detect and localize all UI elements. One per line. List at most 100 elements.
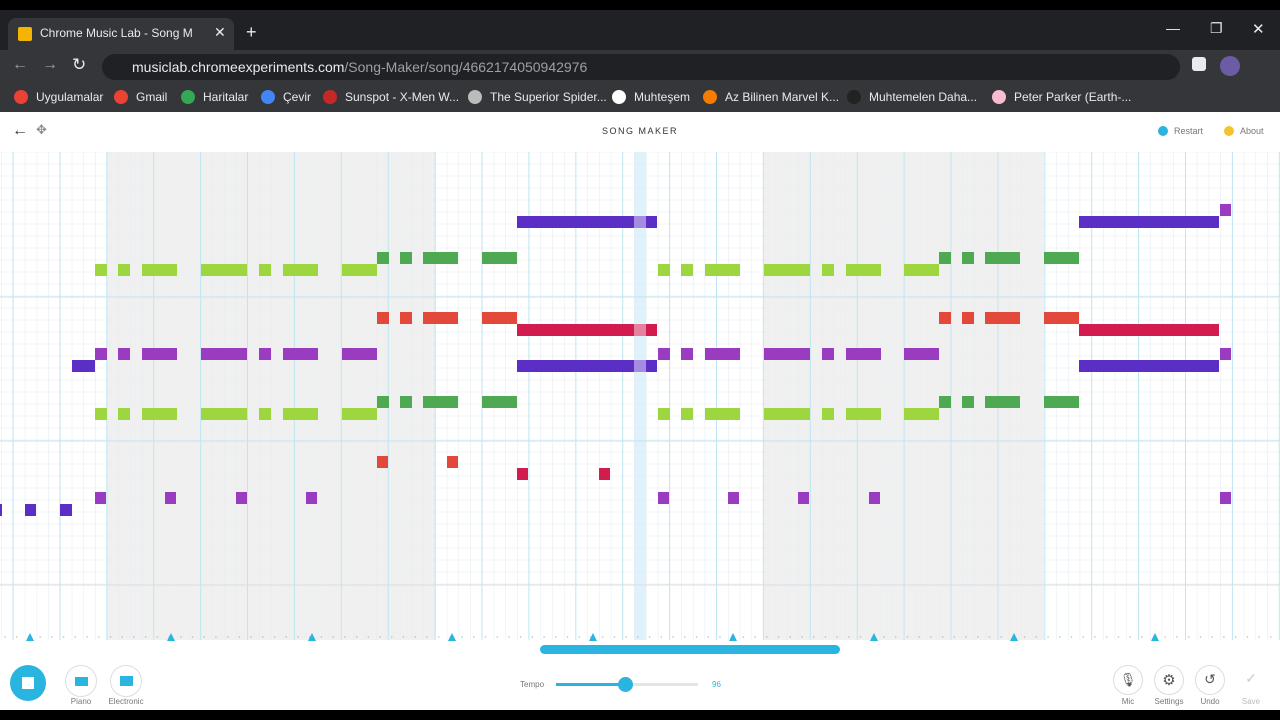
perc-dot	[566, 636, 569, 638]
electronic-button[interactable]	[110, 665, 142, 697]
perc-triangle	[448, 633, 456, 641]
forward[interactable]: →	[42, 56, 58, 73]
minimize[interactable]: —	[1166, 20, 1180, 36]
about[interactable]: About	[1240, 126, 1264, 136]
note	[705, 348, 740, 360]
note	[201, 408, 247, 420]
note	[1079, 360, 1219, 372]
note	[517, 216, 657, 228]
note	[1220, 492, 1231, 504]
perc-dot	[1059, 636, 1061, 638]
perc-dot	[531, 636, 534, 638]
perc-dot	[1246, 636, 1249, 638]
new-tab[interactable]: +	[246, 22, 257, 42]
bookmark[interactable]: Haritalar	[203, 90, 249, 104]
note	[259, 408, 271, 420]
address-bar: ← → ↻ musiclab.chromeexperiments.com/Son…	[0, 50, 1280, 82]
restart-icon	[1158, 126, 1168, 136]
omnibox[interactable]: musiclab.chromeexperiments.com/Song-Make…	[102, 54, 1180, 80]
note	[822, 348, 834, 360]
bookmark[interactable]: Uygulamalar	[36, 90, 104, 104]
note	[201, 264, 247, 276]
bookmark-icon	[261, 90, 275, 104]
note	[142, 348, 177, 360]
note	[517, 468, 528, 480]
perc-dot	[719, 636, 721, 638]
perc-dot	[473, 636, 475, 638]
bookmark[interactable]: Peter Parker (Earth-...	[1014, 90, 1132, 104]
perc-dot	[437, 636, 440, 638]
perc-dot	[883, 636, 885, 638]
perc-dot	[1094, 636, 1096, 638]
bookmark[interactable]: Sunspot - X-Men W...	[345, 90, 460, 104]
undo-button[interactable]: ↺	[1195, 665, 1225, 695]
perc-dot	[695, 636, 698, 638]
close[interactable]: ✕	[1252, 21, 1265, 38]
bookmark[interactable]: Çevir	[283, 90, 312, 104]
move-icon[interactable]: ✥	[36, 122, 47, 137]
note	[846, 408, 881, 420]
profile[interactable]	[1220, 56, 1240, 76]
note	[1079, 324, 1219, 336]
tempo-label: Tempo	[520, 680, 545, 689]
maximize[interactable]: ❐	[1210, 20, 1223, 36]
mic-button[interactable]: 🎙	[1113, 665, 1143, 695]
perc-dot	[1082, 636, 1085, 638]
bookmark[interactable]: Gmail	[136, 90, 168, 104]
note	[423, 396, 458, 408]
note	[342, 264, 377, 276]
restart[interactable]: Restart	[1174, 126, 1204, 136]
perc-dot	[203, 636, 206, 638]
perc-dot	[859, 636, 862, 638]
tab-title: Chrome Music Lab - Song M	[40, 26, 193, 40]
close-tab[interactable]: ✕	[214, 24, 226, 40]
note	[939, 396, 951, 408]
note	[681, 264, 693, 276]
bookmark[interactable]: Muhteşem	[634, 90, 691, 104]
stop-button[interactable]	[10, 665, 46, 701]
back-arrow[interactable]: ←	[12, 122, 28, 139]
undo-label: Undo	[1200, 697, 1220, 706]
perc-dot	[1176, 636, 1178, 638]
note	[705, 408, 740, 420]
extensions[interactable]	[1192, 57, 1206, 71]
bookmark[interactable]: Az Bilinen Marvel K...	[725, 90, 840, 104]
perc-dot	[930, 636, 932, 638]
note	[822, 264, 834, 276]
note	[236, 492, 247, 504]
scrollbar[interactable]	[540, 645, 840, 654]
perc-triangle	[870, 633, 878, 641]
note	[118, 348, 130, 360]
tab[interactable]: Chrome Music Lab - Song M ✕	[8, 18, 234, 50]
perc-dot	[414, 636, 417, 638]
bookmark-icon	[114, 90, 128, 104]
perc-dot	[51, 636, 53, 638]
perc-dot	[1164, 636, 1167, 638]
perc-dot	[367, 636, 370, 638]
perc-dot	[672, 636, 674, 638]
back[interactable]: ←	[12, 56, 28, 73]
perc-dot	[906, 636, 909, 638]
settings-button[interactable]: ⚙	[1154, 665, 1184, 695]
perc-dot	[941, 636, 944, 638]
piano-button[interactable]	[65, 665, 97, 697]
note	[342, 408, 377, 420]
note	[962, 312, 974, 324]
perc-dot	[637, 636, 639, 638]
perc-triangle	[729, 633, 737, 641]
bookmark-icon	[323, 90, 337, 104]
tempo-thumb[interactable]	[618, 677, 633, 692]
reload[interactable]: ↻	[72, 55, 87, 74]
note-grid[interactable]	[0, 152, 1280, 652]
bookmark[interactable]: Muhtemelen Daha...	[869, 90, 978, 104]
note	[904, 264, 939, 276]
perc-triangle	[308, 633, 316, 641]
note	[764, 348, 810, 360]
bookmark[interactable]: The Superior Spider...	[490, 90, 607, 104]
perc-triangle	[1151, 633, 1159, 641]
save-button[interactable]: ✓	[1245, 670, 1257, 686]
note	[517, 360, 657, 372]
favicon	[18, 27, 32, 41]
perc-dot	[1269, 636, 1272, 638]
perc-dot	[15, 636, 18, 638]
